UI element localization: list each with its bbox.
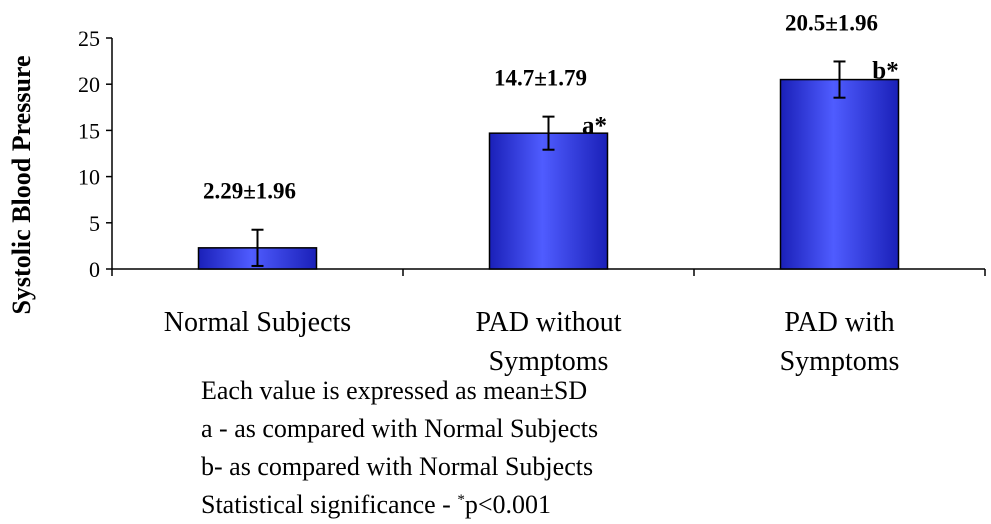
- footnote-significance: Statistical significance - *p<0.001: [201, 486, 761, 524]
- footnote-significance-prefix: Statistical significance -: [201, 490, 458, 519]
- bar-chart: 0 5 10 15 20 25 Systolic Blood Pressure 2.29±1…: [7, 10, 986, 377]
- footnotes: Each value is expressed as mean±SD a - a…: [201, 372, 761, 524]
- data-label: 14.7±1.79: [494, 66, 587, 91]
- category-label: PAD without: [475, 307, 621, 338]
- significance-marker: b*: [872, 57, 898, 84]
- bar: [779, 78, 900, 270]
- y-axis-title: Systolic Blood Pressure: [7, 55, 36, 314]
- y-tick-label: 15: [78, 118, 100, 143]
- footnote-b: b- as compared with Normal Subjects: [201, 452, 594, 481]
- significance-marker: a*: [582, 113, 607, 140]
- data-label: 2.29±1.96: [203, 179, 296, 204]
- y-tick-label: 5: [89, 211, 100, 236]
- y-tick-label: 25: [78, 26, 100, 51]
- footnote-mean-sd: Each value is expressed as mean±SD: [201, 376, 588, 405]
- category-label: PAD with: [784, 307, 894, 338]
- footnote-significance-value: p<0.001: [464, 490, 551, 519]
- footnote-a: a - as compared with Normal Subjects: [201, 414, 599, 443]
- y-tick-label: 0: [89, 257, 100, 282]
- data-label: 20.5±1.96: [785, 10, 878, 35]
- category-label: Normal Subjects: [164, 307, 351, 338]
- category-label: Symptoms: [489, 346, 609, 377]
- y-tick-label: 10: [78, 165, 100, 190]
- bar: [488, 132, 609, 270]
- footnote-significance-asterisk: *: [457, 492, 465, 508]
- category-label: Symptoms: [780, 346, 900, 377]
- y-tick-label: 20: [78, 72, 100, 97]
